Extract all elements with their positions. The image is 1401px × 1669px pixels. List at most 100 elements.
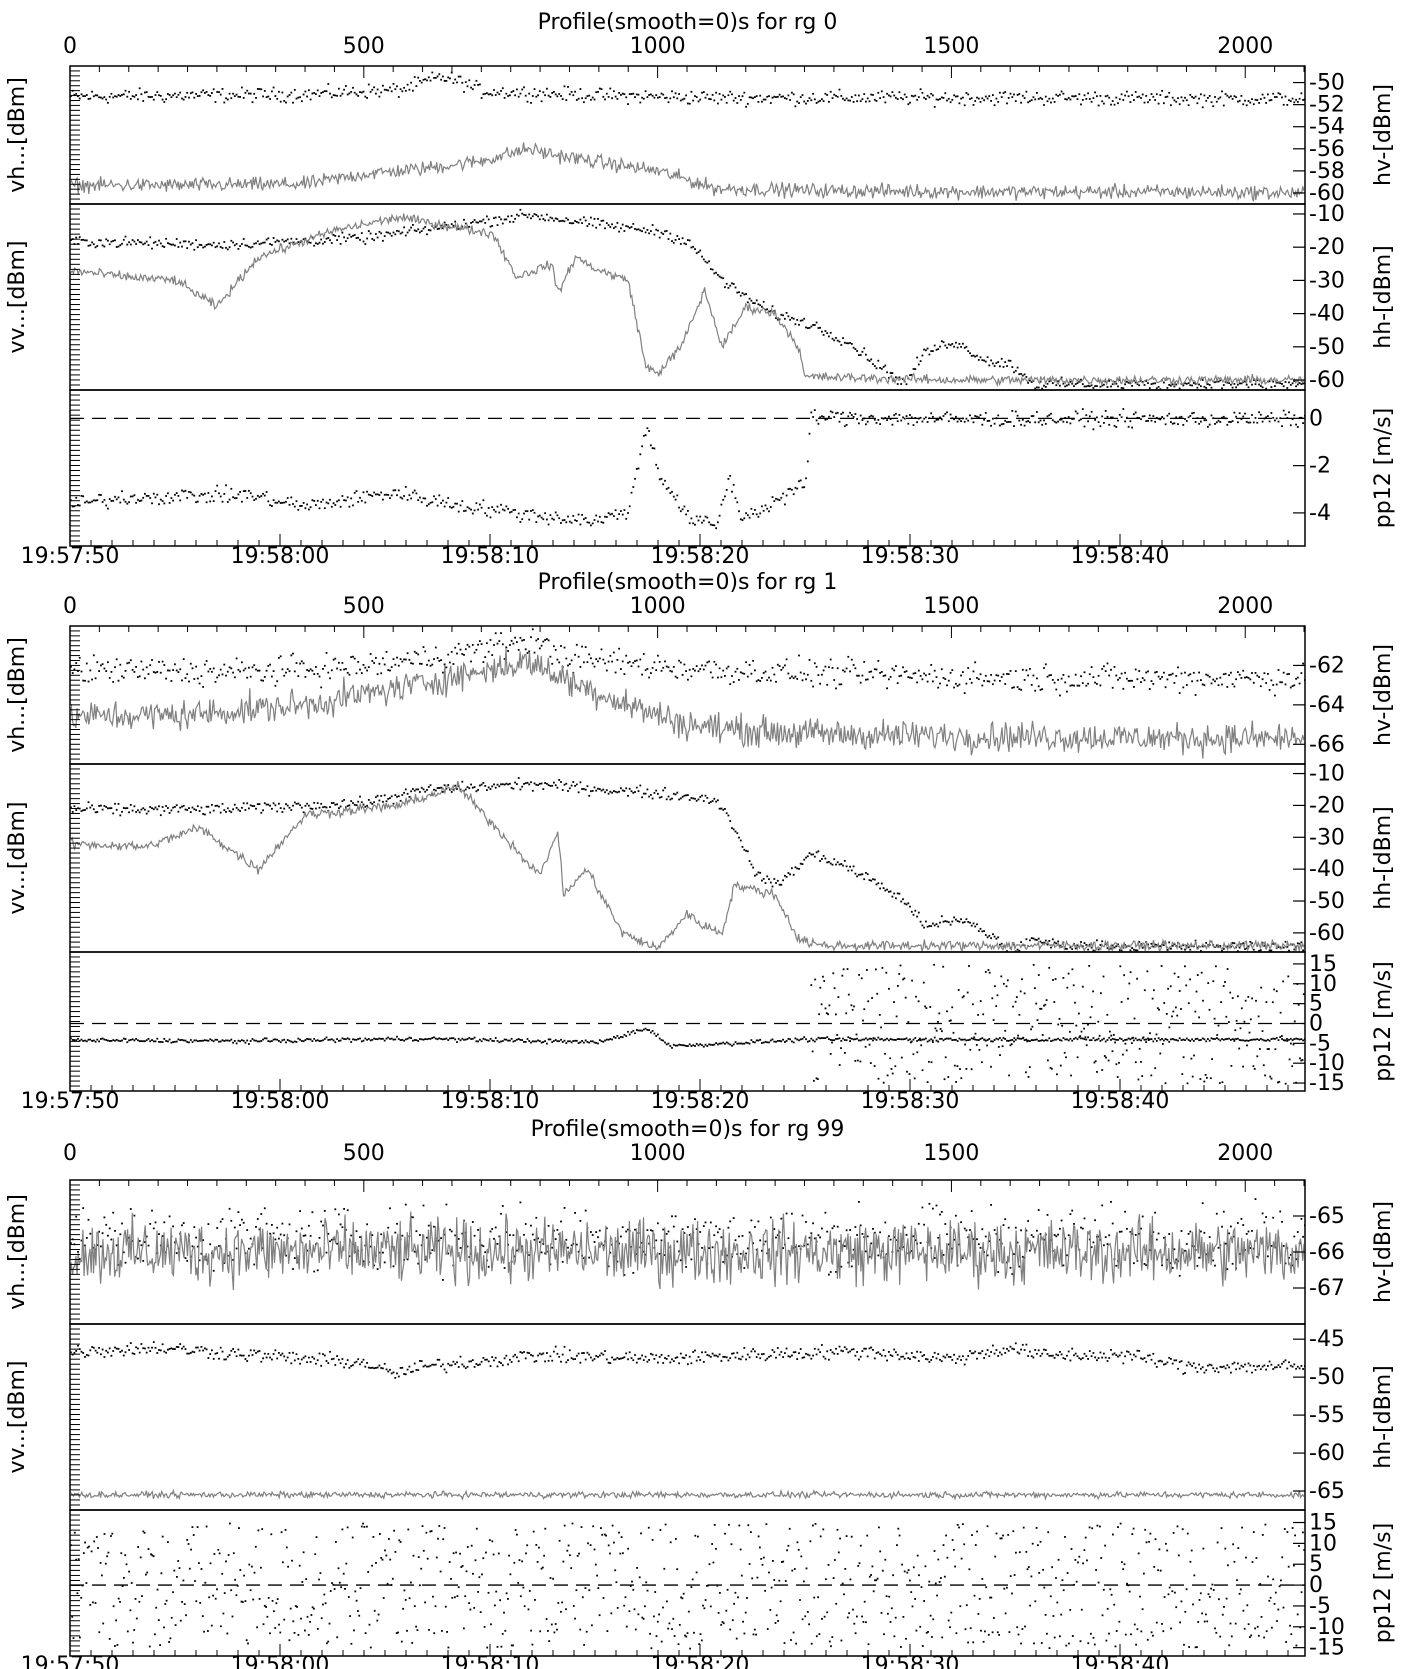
data-point [419, 1038, 421, 1040]
data-point [1263, 96, 1266, 99]
data-point [449, 1037, 451, 1040]
data-point [1094, 385, 1096, 387]
data-point [1268, 949, 1271, 952]
data-point [343, 236, 345, 239]
data-point [306, 95, 308, 98]
data-point [204, 245, 206, 248]
data-point [808, 659, 811, 661]
data-point [898, 91, 901, 94]
data-point [1099, 95, 1102, 97]
data-point [731, 490, 733, 493]
data-point [329, 239, 331, 242]
data-point [870, 879, 873, 882]
data-point [1050, 1040, 1052, 1042]
data-point [135, 811, 137, 813]
data-point [1261, 386, 1264, 389]
data-point [498, 640, 501, 642]
data-point [112, 812, 115, 815]
data-point [512, 1040, 515, 1043]
data-point [98, 239, 100, 242]
data-point [801, 679, 804, 682]
data-point [605, 92, 608, 95]
data-point [1018, 1013, 1021, 1016]
data-point [211, 1039, 213, 1042]
data-point [915, 995, 917, 998]
data-point [1249, 1039, 1252, 1041]
data-point [260, 242, 263, 245]
data-point [1155, 416, 1158, 419]
data-point [373, 86, 375, 89]
data-point [739, 518, 742, 521]
data-point [1044, 939, 1047, 942]
data-point [373, 662, 375, 664]
data-point [916, 98, 918, 101]
data-point [646, 1029, 649, 1031]
data-point [1293, 414, 1296, 417]
data-point [124, 89, 127, 92]
data-point [385, 493, 388, 496]
data-point [410, 1037, 412, 1039]
data-point [1117, 102, 1119, 105]
data-point [895, 96, 897, 99]
data-point [343, 799, 345, 801]
data-point [249, 675, 252, 678]
data-point [681, 508, 684, 511]
data-point [498, 1041, 501, 1044]
data-point [262, 809, 264, 812]
data-point [1279, 1036, 1282, 1038]
data-point [590, 524, 592, 527]
data-point [403, 791, 405, 794]
data-point [1286, 673, 1289, 676]
data-point [1302, 422, 1304, 424]
data-point [1131, 947, 1133, 949]
data-point [977, 678, 980, 681]
data-point [858, 94, 860, 97]
data-point [487, 786, 490, 789]
data-point [124, 500, 127, 503]
data-point [1021, 418, 1024, 421]
data-point [1000, 676, 1003, 678]
data-point [776, 663, 779, 666]
data-point [794, 105, 797, 108]
data-point [77, 504, 79, 506]
data-point [1103, 1037, 1105, 1040]
data-point [621, 1036, 624, 1039]
data-point [921, 91, 924, 94]
data-point [995, 1037, 998, 1040]
data-point [1226, 1038, 1229, 1040]
data-point [921, 1069, 924, 1072]
data-point [1092, 428, 1095, 431]
data-point [850, 1037, 853, 1040]
data-point [524, 782, 527, 785]
data-point [364, 1037, 367, 1040]
data-point [246, 676, 249, 679]
data-point [1229, 991, 1232, 994]
data-point [281, 91, 284, 94]
data-point [299, 804, 301, 807]
data-point [390, 1037, 393, 1040]
data-point [912, 368, 915, 370]
data-point [542, 788, 545, 790]
data-point [1090, 1005, 1093, 1008]
data-point [997, 674, 1000, 677]
data-point [1101, 940, 1104, 943]
data-point [1256, 1055, 1259, 1058]
data-point [821, 858, 823, 860]
data-point [842, 968, 845, 971]
data-point [1201, 683, 1204, 686]
data-point [658, 236, 661, 239]
data-point [748, 96, 751, 99]
data-point [214, 681, 217, 683]
data-point [1053, 941, 1056, 944]
data-point [211, 244, 213, 247]
data-point [725, 489, 728, 491]
data-point [80, 810, 83, 812]
data-point [221, 1039, 224, 1042]
data-point [568, 93, 571, 96]
data-point [588, 521, 591, 524]
data-point [452, 505, 455, 508]
data-point [635, 1029, 638, 1031]
data-point [583, 788, 585, 790]
data-point [133, 240, 136, 243]
data-point [993, 679, 996, 682]
